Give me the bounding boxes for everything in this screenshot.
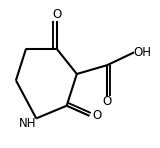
Text: OH: OH [134,46,152,59]
Text: O: O [92,109,102,122]
Text: O: O [52,8,61,21]
Text: NH: NH [19,117,36,130]
Text: O: O [103,95,112,108]
